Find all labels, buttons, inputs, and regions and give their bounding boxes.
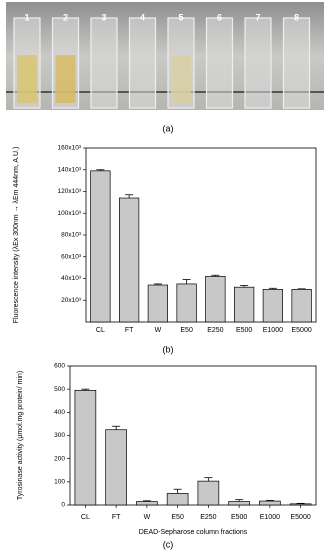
y-tick-label: 500 bbox=[54, 386, 65, 393]
tube bbox=[205, 17, 234, 109]
x-tick-label: E250 bbox=[200, 514, 216, 521]
y-tick-label: 100 bbox=[54, 479, 65, 486]
x-tick-label: FT bbox=[112, 514, 121, 521]
caption: (c) bbox=[163, 539, 174, 549]
photo: 1 2 3 4 5 6 7 8 bbox=[6, 2, 324, 110]
tube bbox=[128, 17, 157, 109]
y-axis-label: Fluorescence intensity (λEx 300nm → λEm … bbox=[13, 147, 20, 324]
y-tick-label: 20x10³ bbox=[61, 297, 82, 304]
tube-label: 7 bbox=[255, 12, 260, 22]
tube bbox=[90, 17, 118, 109]
y-tick-label: 60x10³ bbox=[61, 253, 82, 260]
x-tick-label: E1000 bbox=[260, 514, 280, 521]
bar bbox=[74, 389, 97, 506]
bar bbox=[136, 501, 158, 506]
caption: (a) bbox=[163, 123, 174, 133]
bar bbox=[166, 493, 189, 506]
y-tick-label: 80x10³ bbox=[61, 232, 82, 239]
bar bbox=[228, 501, 250, 506]
y-tick-label: 120x10³ bbox=[58, 188, 82, 195]
tube bbox=[244, 17, 272, 109]
x-tick-label: E5000 bbox=[292, 327, 312, 334]
caption: (b) bbox=[163, 344, 174, 354]
x-tick-label: E5000 bbox=[291, 514, 311, 521]
y-axis-label: Tyrosinase activity (µmol.mg protein/ mi… bbox=[17, 371, 24, 500]
x-tick-label: E500 bbox=[236, 327, 252, 334]
bar bbox=[90, 170, 111, 323]
y-tick-label: 200 bbox=[54, 455, 65, 462]
y-tick-label: 600 bbox=[54, 363, 65, 370]
bar bbox=[105, 429, 127, 506]
bar bbox=[291, 289, 312, 323]
bar bbox=[118, 197, 140, 323]
y-tick-label: 400 bbox=[54, 409, 65, 416]
tube-label: 2 bbox=[63, 12, 68, 22]
bar bbox=[234, 286, 255, 323]
x-tick-label: W bbox=[155, 327, 162, 334]
x-axis-label: DEAD-Sepharose column fractions bbox=[139, 529, 248, 536]
tube-liquid bbox=[17, 55, 37, 103]
bar bbox=[259, 500, 281, 506]
tube-liquid bbox=[171, 55, 191, 103]
x-tick-label: E50 bbox=[180, 327, 193, 334]
x-tick-label: E50 bbox=[171, 514, 184, 521]
tube bbox=[282, 17, 311, 109]
y-tick-label: 0 bbox=[61, 502, 65, 509]
y-tick-label: 300 bbox=[54, 432, 65, 439]
x-tick-label: CL bbox=[96, 327, 105, 334]
bar bbox=[147, 284, 169, 323]
x-tick-label: E250 bbox=[207, 327, 223, 334]
bar bbox=[197, 480, 220, 506]
x-tick-label: W bbox=[144, 514, 151, 521]
y-tick-label: 140x10³ bbox=[58, 166, 82, 173]
bar bbox=[176, 283, 197, 323]
y-tick-label: 100x10³ bbox=[58, 210, 82, 217]
y-tick-label: 40x10³ bbox=[61, 275, 82, 282]
x-tick-label: CL bbox=[81, 514, 90, 521]
x-tick-label: E1000 bbox=[263, 327, 283, 334]
tube-label: 6 bbox=[217, 12, 222, 22]
x-tick-label: E500 bbox=[231, 514, 247, 521]
tube-label: 8 bbox=[294, 12, 299, 22]
tube-label: 4 bbox=[140, 12, 145, 22]
tube-liquid bbox=[55, 55, 76, 103]
bar bbox=[289, 503, 312, 506]
x-tick-label: FT bbox=[125, 327, 134, 334]
tube-label: 1 bbox=[24, 12, 29, 22]
bar bbox=[262, 289, 284, 323]
tube-label: 5 bbox=[178, 12, 183, 22]
tubes: 1 2 3 4 5 6 7 8 bbox=[13, 12, 311, 109]
tube-label: 3 bbox=[101, 12, 106, 22]
bar bbox=[205, 275, 226, 323]
y-tick-label: 160x10³ bbox=[58, 145, 82, 152]
